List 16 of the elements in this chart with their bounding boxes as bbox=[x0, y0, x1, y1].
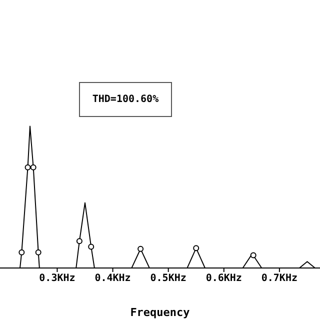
point bbox=[24, 164, 31, 170]
x-tick-label: 0.7KHz bbox=[261, 273, 298, 284]
point bbox=[76, 238, 82, 244]
point bbox=[138, 246, 144, 252]
point bbox=[88, 244, 94, 250]
x-tick-label: 0.5KHz bbox=[150, 273, 186, 284]
x-tick-label: 0.4KHz bbox=[94, 273, 131, 284]
point bbox=[193, 245, 200, 252]
x-axis-title: Frequency bbox=[130, 306, 190, 319]
point bbox=[250, 252, 256, 258]
text: THD=100.60% bbox=[92, 94, 159, 105]
point bbox=[35, 249, 42, 256]
point bbox=[18, 249, 25, 256]
x-tick-label: 0.6KHz bbox=[206, 273, 242, 284]
x-tick-label: 0.3KHz bbox=[39, 273, 76, 284]
point bbox=[30, 164, 36, 170]
